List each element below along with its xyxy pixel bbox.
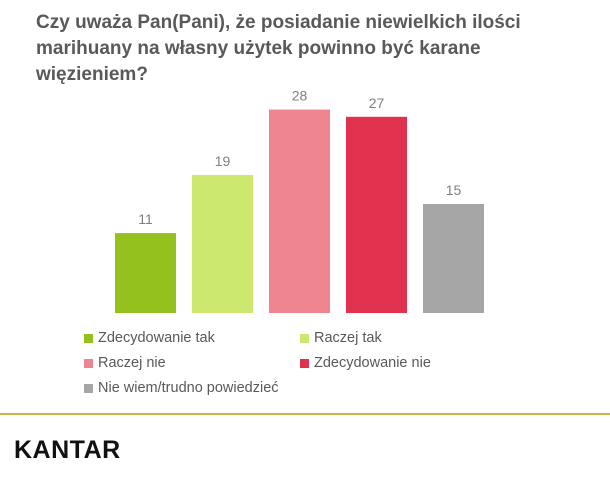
legend-label: Nie wiem/trudno powiedzieć	[98, 380, 279, 396]
bar-value-label-0: 11	[138, 211, 153, 227]
legend-swatch	[300, 358, 309, 368]
bar-0	[115, 233, 176, 313]
legend-label: Zdecydowanie nie	[314, 355, 431, 371]
bar-value-label-1: 19	[215, 153, 231, 169]
bar-chart: 11 19 28 27 15	[115, 88, 484, 314]
bar-value-label-4: 15	[446, 182, 462, 198]
legend-item-raczej-nie: Raczej nie	[84, 355, 166, 371]
chart-title: Czy uważa Pan(Pani), że posiadanie niewi…	[36, 12, 521, 85]
legend-swatch	[84, 383, 93, 393]
bar-3	[346, 116, 407, 313]
legend-label: Zdecydowanie tak	[98, 330, 215, 346]
legend-swatch	[84, 333, 93, 343]
bar-4	[423, 204, 484, 313]
legend-item-zdecydowanie-nie: Zdecydowanie nie	[300, 355, 431, 371]
kantar-logo: KANTAR	[14, 436, 121, 464]
legend-label: Raczej nie	[98, 355, 166, 371]
bar-value-label-2: 28	[292, 88, 308, 104]
legend-item-raczej-tak: Raczej tak	[300, 330, 382, 346]
legend-item-zdecydowanie-tak: Zdecydowanie tak	[84, 330, 215, 346]
legend-swatch	[84, 358, 93, 368]
bar-value-label-3: 27	[369, 95, 385, 111]
legend-swatch	[300, 333, 309, 343]
legend-label: Raczej tak	[314, 330, 382, 346]
bar-2	[269, 109, 330, 314]
footer-divider	[0, 413, 610, 415]
bar-1	[192, 174, 253, 313]
legend-item-nie-wiem: Nie wiem/trudno powiedzieć	[84, 380, 279, 396]
